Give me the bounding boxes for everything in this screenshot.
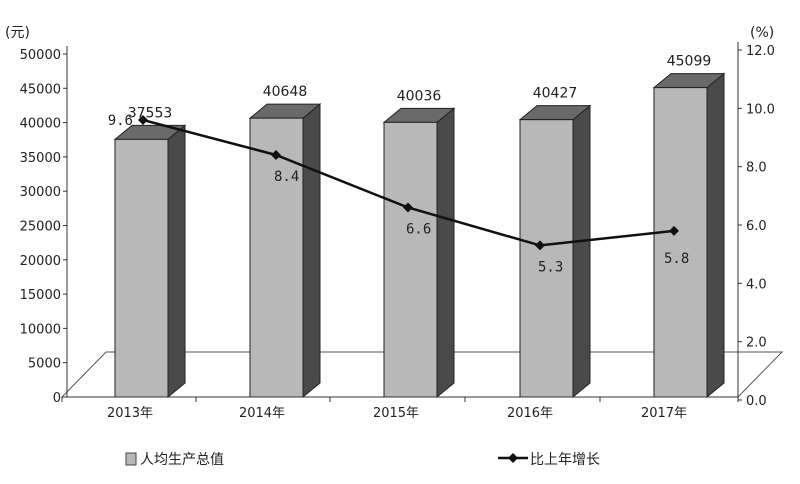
right-tick-label: 8.0 — [746, 161, 767, 176]
bar-value-label: 40648 — [263, 84, 308, 100]
legend-line-marker — [508, 453, 518, 463]
left-tick-label: 15000 — [20, 288, 61, 303]
x-axis: 2013年 2014年 2015年 2016年 2017年 — [61, 396, 739, 421]
legend-line-label: 比上年增长 — [530, 452, 600, 468]
bar — [248, 103, 322, 399]
x-tick-label: 2015年 — [373, 406, 419, 421]
left-tick-label: 20000 — [20, 254, 61, 269]
bar-side — [302, 103, 321, 399]
bar — [113, 124, 187, 399]
bar-side — [706, 72, 725, 399]
x-tick-label: 2017年 — [641, 406, 687, 421]
right-tick-label: 0.0 — [746, 394, 767, 409]
bar-front — [519, 119, 574, 398]
right-tick-label: 2.0 — [746, 336, 767, 351]
bar — [652, 72, 726, 399]
x-tick-label: 2016年 — [507, 406, 553, 421]
left-tick-label: 30000 — [20, 185, 61, 200]
legend: 人均生产总值 比上年增长 — [125, 452, 600, 468]
left-axis-unit: (元) — [5, 25, 30, 41]
line-value-label: 6.6 — [406, 222, 431, 238]
line-value-label: 5.8 — [664, 251, 689, 267]
right-axis-unit: (%) — [750, 25, 774, 41]
left-tick-label: 40000 — [20, 117, 61, 132]
bar-front — [383, 121, 438, 398]
line-marker — [535, 240, 545, 251]
legend-bar-label: 人均生产总值 — [140, 452, 224, 468]
left-tick-label: 10000 — [20, 322, 61, 337]
bar-side — [572, 104, 591, 399]
bar-front — [114, 138, 169, 398]
bar-side — [436, 107, 455, 399]
left-tick-label: 50000 — [20, 48, 61, 63]
right-tick-label: 4.0 — [746, 277, 767, 292]
left-tick-label: 45000 — [20, 82, 61, 97]
line-value-label: 9.6 — [108, 113, 133, 129]
right-axis: 0.0 2.0 4.0 6.0 8.0 10.0 12.0 — [737, 42, 775, 409]
bar-front — [249, 117, 304, 398]
line-marker — [271, 150, 281, 160]
line-series: 9.6 8.4 6.6 5.3 5.8 — [108, 113, 690, 275]
bar-series: 37553 40648 40036 40427 45099 — [113, 54, 726, 399]
right-tick-label: 10.0 — [746, 102, 775, 117]
right-tick-label: 6.0 — [746, 219, 767, 234]
bar-value-label: 40427 — [533, 86, 578, 102]
line-value-label: 5.3 — [538, 259, 563, 275]
bar-value-label: 40036 — [397, 88, 442, 104]
left-tick-label: 5000 — [28, 357, 61, 372]
left-tick-label: 0 — [53, 391, 61, 406]
line-marker — [403, 202, 413, 213]
bar-side — [167, 124, 186, 399]
line-marker — [138, 115, 148, 125]
left-axis: 0 5000 10000 15000 20000 25000 30000 35000 40000… — [20, 46, 68, 406]
bar — [518, 104, 592, 399]
line-marker — [669, 225, 679, 236]
bar-value-label: 37553 — [128, 105, 173, 121]
left-tick-label: 35000 — [20, 151, 61, 166]
bar — [382, 107, 456, 399]
x-tick-label: 2014年 — [239, 406, 285, 421]
left-tick-label: 25000 — [20, 220, 61, 235]
bar-value-label: 45099 — [667, 54, 712, 70]
legend-bar-swatch — [125, 452, 137, 466]
right-tick-label: 12.0 — [746, 44, 775, 59]
x-tick-label: 2013年 — [107, 406, 153, 421]
bar-front — [653, 87, 708, 398]
line-value-label: 8.4 — [274, 169, 299, 185]
